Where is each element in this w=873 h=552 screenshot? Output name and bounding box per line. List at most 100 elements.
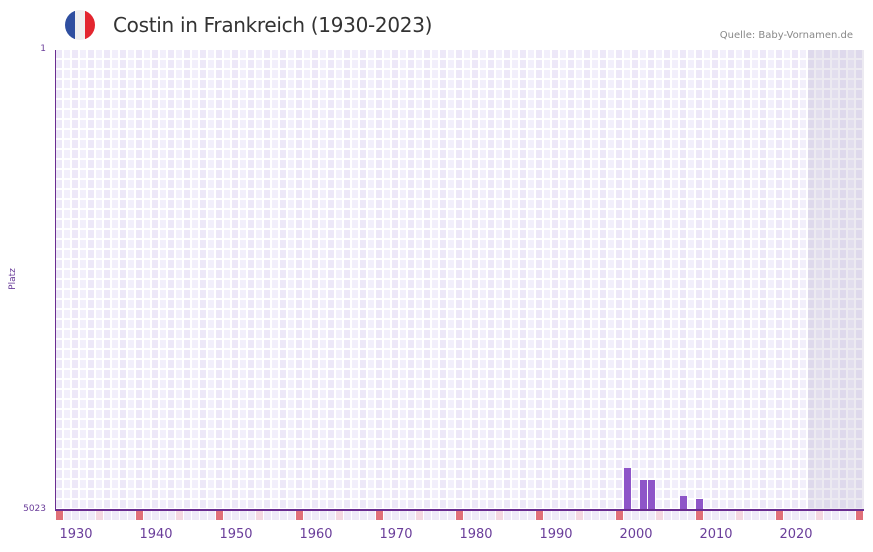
year-marker xyxy=(544,511,551,520)
year-marker xyxy=(352,511,359,520)
plot-area xyxy=(56,50,864,510)
year-marker xyxy=(840,511,847,520)
year-marker xyxy=(512,511,519,520)
year-marker xyxy=(488,511,495,520)
x-tick-2020: 2020 xyxy=(779,527,813,542)
year-marker xyxy=(448,511,455,520)
year-marker xyxy=(816,511,823,520)
year-marker xyxy=(600,511,607,520)
year-marker xyxy=(712,511,719,520)
year-marker xyxy=(360,511,367,520)
year-marker xyxy=(648,511,655,520)
year-marker xyxy=(216,511,223,520)
year-marker xyxy=(640,511,647,520)
year-marker xyxy=(824,511,831,520)
bar-2006[interactable] xyxy=(680,496,687,510)
year-marker xyxy=(664,511,671,520)
year-marker xyxy=(400,511,407,520)
year-marker xyxy=(80,511,87,520)
x-tick-2010: 2010 xyxy=(699,527,733,542)
year-marker xyxy=(288,511,295,520)
year-marker xyxy=(504,511,511,520)
year-marker xyxy=(432,511,439,520)
france-flag-icon xyxy=(65,10,95,40)
year-marker xyxy=(440,511,447,520)
year-marker xyxy=(552,511,559,520)
year-marker xyxy=(208,511,215,520)
year-marker xyxy=(496,511,503,520)
year-marker xyxy=(328,511,335,520)
bar-2002[interactable] xyxy=(648,480,655,510)
year-marker xyxy=(168,511,175,520)
year-marker xyxy=(96,511,103,520)
year-marker xyxy=(704,511,711,520)
year-marker xyxy=(384,511,391,520)
year-marker xyxy=(176,511,183,520)
year-marker xyxy=(136,511,143,520)
bar-2001[interactable] xyxy=(640,480,647,510)
year-marker xyxy=(336,511,343,520)
year-marker xyxy=(56,511,63,520)
year-marker xyxy=(576,511,583,520)
year-marker xyxy=(736,511,743,520)
year-marker xyxy=(248,511,255,520)
year-marker xyxy=(672,511,679,520)
year-marker xyxy=(520,511,527,520)
year-marker xyxy=(680,511,687,520)
year-marker xyxy=(256,511,263,520)
year-marker xyxy=(624,511,631,520)
year-marker xyxy=(184,511,191,520)
x-tick-2000: 2000 xyxy=(619,527,653,542)
year-marker xyxy=(792,511,799,520)
year-marker xyxy=(296,511,303,520)
x-tick-1940: 1940 xyxy=(139,527,173,542)
year-marker xyxy=(720,511,727,520)
year-marker xyxy=(112,511,119,520)
year-marker xyxy=(536,511,543,520)
chart-title: Costin in Frankreich (1930-2023) xyxy=(113,13,433,37)
year-marker xyxy=(224,511,231,520)
year-marker xyxy=(240,511,247,520)
year-marker xyxy=(592,511,599,520)
year-marker xyxy=(528,511,535,520)
year-marker xyxy=(200,511,207,520)
x-tick-1970: 1970 xyxy=(379,527,413,542)
year-marker xyxy=(480,511,487,520)
year-marker xyxy=(72,511,79,520)
year-marker xyxy=(808,511,815,520)
year-marker xyxy=(192,511,199,520)
year-marker xyxy=(464,511,471,520)
y-axis-title: Platz xyxy=(7,268,18,290)
year-marker xyxy=(408,511,415,520)
year-marker xyxy=(584,511,591,520)
year-marker xyxy=(264,511,271,520)
year-marker xyxy=(280,511,287,520)
year-marker xyxy=(560,511,567,520)
year-marker xyxy=(776,511,783,520)
year-marker xyxy=(752,511,759,520)
year-marker xyxy=(392,511,399,520)
x-tick-1930: 1930 xyxy=(59,527,93,542)
flag-red xyxy=(85,10,95,40)
year-marker xyxy=(568,511,575,520)
year-marker xyxy=(144,511,151,520)
year-marker xyxy=(632,511,639,520)
year-marker xyxy=(104,511,111,520)
bar-1999[interactable] xyxy=(624,468,631,510)
year-marker xyxy=(784,511,791,520)
bar-2008[interactable] xyxy=(696,499,703,510)
year-marker xyxy=(320,511,327,520)
shaded-future-region xyxy=(808,50,864,510)
year-marker xyxy=(656,511,663,520)
year-marker xyxy=(424,511,431,520)
year-markers xyxy=(56,511,864,520)
grid xyxy=(56,50,864,510)
year-marker xyxy=(232,511,239,520)
year-marker xyxy=(760,511,767,520)
y-tick-top: 1 xyxy=(40,44,46,54)
x-tick-1980: 1980 xyxy=(459,527,493,542)
x-tick-1990: 1990 xyxy=(539,527,573,542)
y-tick-bottom: 5023 xyxy=(23,504,46,514)
year-marker xyxy=(152,511,159,520)
year-marker xyxy=(832,511,839,520)
